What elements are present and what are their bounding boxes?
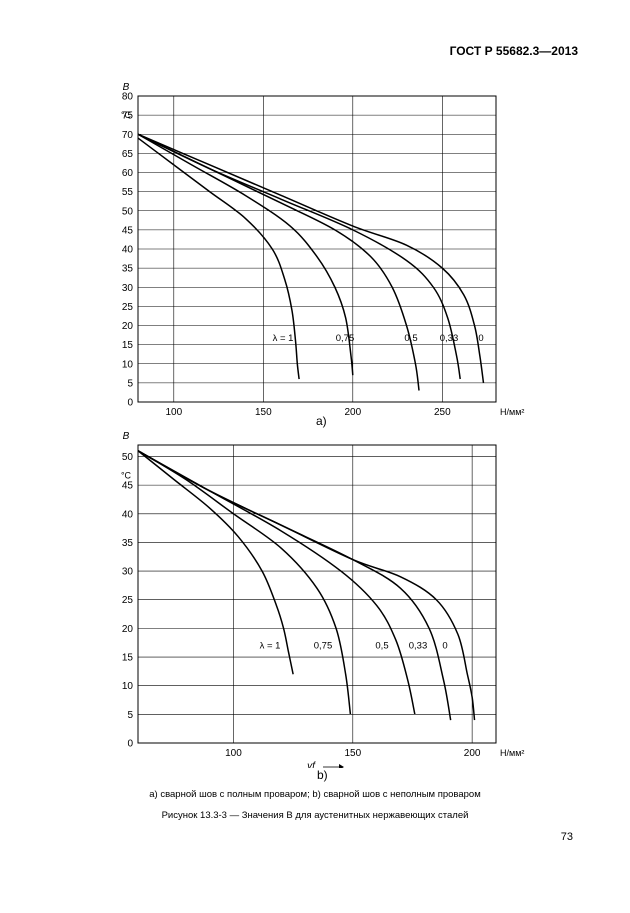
y-tick-label: 0: [127, 398, 133, 409]
y-tick-label: 5: [127, 378, 133, 389]
series-label: 0,33: [440, 333, 459, 344]
x-tick-label: 100: [165, 407, 182, 418]
y-tick-label: 30: [122, 283, 134, 294]
y-tick-label: 75: [122, 111, 134, 122]
x-axis-label: γf: [307, 761, 316, 768]
y-tick-label: 25: [122, 595, 134, 606]
y-tick-label: 60: [122, 168, 134, 179]
y-tick-label: 20: [122, 624, 134, 635]
series-line: [137, 450, 476, 721]
series-line: [137, 450, 416, 715]
y-tick-label: 50: [122, 206, 134, 217]
y-axis-unit: °C: [121, 470, 132, 480]
plot-frame: [137, 444, 497, 744]
x-tick-label: 200: [344, 407, 361, 418]
y-axis-label: B: [123, 82, 130, 93]
series-line: [137, 137, 300, 380]
y-tick-label: 70: [122, 130, 134, 141]
series-line: [137, 450, 452, 721]
y-tick-label: 65: [122, 149, 134, 160]
x-tick-label: 250: [434, 407, 451, 418]
subfigure-caption: а) сварной шов с полным проваром; b) сва…: [149, 789, 481, 800]
chart-b: 0 5 10 15 20 25 30 35 40 45 50 100 150 200 B °C Н/мм² γf λ…: [121, 431, 524, 768]
y-tick-label: 5: [127, 710, 133, 721]
y-tick-label: 10: [122, 681, 134, 692]
series-label: 0: [478, 333, 483, 344]
y-tick-label: 35: [122, 264, 134, 275]
y-axis-label: B: [123, 431, 130, 442]
series-label: 0,75: [314, 640, 333, 651]
series-line: [137, 133, 354, 376]
x-tick-label: 200: [464, 748, 481, 759]
y-tick-label: 55: [122, 187, 134, 198]
series-line: [137, 133, 485, 383]
standard-header: ГОСТ Р 55682.3—2013: [449, 44, 578, 58]
y-tick-label: 40: [122, 245, 134, 256]
y-axis-unit: °C: [121, 110, 132, 120]
x-tick-label: 100: [225, 748, 242, 759]
y-tick-label: 25: [122, 302, 134, 313]
series-label: 0,33: [409, 640, 428, 651]
figure-caption: Рисунок 13.3-3 — Значения B для аустенит…: [161, 810, 469, 821]
series-label: 0,5: [375, 640, 388, 651]
x-tick-label: 150: [255, 407, 272, 418]
y-tick-label: 0: [127, 739, 133, 750]
x-axis-arrowhead: [339, 764, 344, 768]
x-axis-unit: Н/мм²: [500, 407, 524, 417]
series-label: λ = 1: [273, 333, 294, 344]
page-number: 73: [560, 831, 573, 843]
y-tick-label: 45: [122, 481, 134, 492]
series-label: 0,75: [336, 333, 355, 344]
y-tick-label: 20: [122, 321, 134, 332]
panel-label-b: b): [317, 768, 328, 782]
y-tick-label: 80: [122, 92, 134, 103]
series-label: 0: [442, 640, 447, 651]
x-tick-label: 150: [344, 748, 361, 759]
series-label: λ = 1: [260, 640, 281, 651]
y-tick-label: 10: [122, 359, 134, 370]
y-tick-label: 40: [122, 509, 134, 520]
panel-label-a: а): [316, 414, 327, 428]
series-label: 0,5: [404, 333, 417, 344]
x-axis-unit: Н/мм²: [500, 748, 524, 758]
series-line: [137, 450, 294, 675]
y-tick-label: 15: [122, 340, 134, 351]
chart-a: 0 5 10 15 20 25 30 35 40 45 50 55 60 65 70 75 80 100 150 20…: [121, 82, 524, 418]
y-tick-label: 35: [122, 538, 134, 549]
y-tick-label: 15: [122, 653, 134, 664]
series-line: [137, 450, 352, 715]
y-tick-label: 30: [122, 567, 134, 578]
y-tick-label: 45: [122, 225, 134, 236]
y-tick-label: 50: [122, 452, 134, 463]
series-line: [137, 133, 461, 380]
